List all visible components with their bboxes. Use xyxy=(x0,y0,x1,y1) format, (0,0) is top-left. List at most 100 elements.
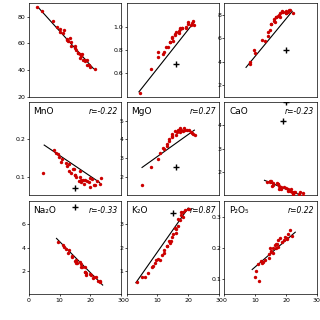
Point xyxy=(184,26,189,31)
Point xyxy=(63,246,68,251)
Point xyxy=(78,180,84,185)
Point xyxy=(184,127,189,132)
Point xyxy=(278,185,284,190)
Point xyxy=(163,45,168,50)
Point xyxy=(78,53,84,59)
Point xyxy=(86,62,92,68)
Point xyxy=(190,132,196,137)
Point xyxy=(170,34,175,39)
Point xyxy=(92,67,97,72)
Point xyxy=(50,18,55,23)
Point xyxy=(77,169,82,174)
Point xyxy=(72,173,77,178)
Text: CaO: CaO xyxy=(229,107,248,116)
Point xyxy=(283,8,288,13)
Point xyxy=(79,52,84,57)
Point xyxy=(168,40,173,45)
Point xyxy=(87,184,92,189)
Point xyxy=(170,231,175,236)
Point xyxy=(285,237,290,242)
Point xyxy=(286,189,291,194)
Point xyxy=(281,185,286,190)
Point xyxy=(187,127,192,132)
Point xyxy=(150,264,156,269)
Point xyxy=(169,133,174,138)
Point xyxy=(298,190,303,195)
Point xyxy=(292,190,298,195)
Point xyxy=(285,187,290,192)
Point xyxy=(180,26,185,31)
Point xyxy=(137,91,142,96)
Point xyxy=(57,27,62,32)
Point xyxy=(164,243,169,248)
Point xyxy=(186,207,191,212)
Point xyxy=(265,33,270,38)
Point xyxy=(64,36,69,41)
Point xyxy=(271,19,276,24)
Point xyxy=(67,169,72,174)
Point xyxy=(264,180,269,185)
Point xyxy=(289,189,294,194)
Point xyxy=(149,66,154,71)
Point xyxy=(57,30,62,35)
Point xyxy=(260,38,265,43)
Point xyxy=(94,179,100,184)
Point xyxy=(276,244,281,249)
Point xyxy=(268,179,274,184)
Point xyxy=(88,272,93,277)
Point xyxy=(68,44,73,49)
Point xyxy=(253,268,259,273)
Point xyxy=(155,54,160,59)
Point xyxy=(178,127,183,132)
Point xyxy=(77,174,82,179)
Point xyxy=(67,247,72,252)
Point xyxy=(178,125,183,130)
Point xyxy=(285,9,291,14)
Point xyxy=(165,142,170,147)
Point xyxy=(91,275,96,280)
Point xyxy=(93,182,98,187)
Point xyxy=(57,155,62,160)
Point xyxy=(80,177,85,182)
Point xyxy=(65,38,70,44)
Point xyxy=(86,180,91,185)
Point xyxy=(66,250,71,255)
Point xyxy=(97,279,102,284)
Point xyxy=(172,32,178,37)
Point xyxy=(172,31,177,36)
Point xyxy=(90,177,95,182)
Point xyxy=(73,47,78,52)
Point xyxy=(188,130,193,135)
Point xyxy=(166,238,171,243)
Point xyxy=(247,59,252,64)
Point xyxy=(190,20,195,26)
Point xyxy=(172,128,178,133)
Point xyxy=(277,186,282,191)
Point xyxy=(273,15,278,20)
Text: Na₂O: Na₂O xyxy=(33,206,56,215)
Point xyxy=(296,191,301,196)
Point xyxy=(69,254,75,259)
Point xyxy=(260,259,266,264)
Point xyxy=(179,209,184,214)
Point xyxy=(53,150,58,156)
Point xyxy=(72,259,77,264)
Point xyxy=(72,44,77,49)
Point xyxy=(171,38,176,44)
Point xyxy=(289,187,294,192)
Point xyxy=(277,235,283,240)
Point xyxy=(72,172,77,178)
Point xyxy=(185,206,190,212)
Point xyxy=(157,257,163,262)
Point xyxy=(97,181,102,187)
Point xyxy=(269,249,274,254)
Point xyxy=(78,262,83,267)
Point xyxy=(77,259,82,264)
Point xyxy=(271,182,276,188)
Point xyxy=(268,245,273,251)
Point xyxy=(170,132,175,137)
Point xyxy=(83,57,88,62)
Point xyxy=(277,10,282,15)
Point xyxy=(64,164,69,169)
Point xyxy=(157,151,162,156)
